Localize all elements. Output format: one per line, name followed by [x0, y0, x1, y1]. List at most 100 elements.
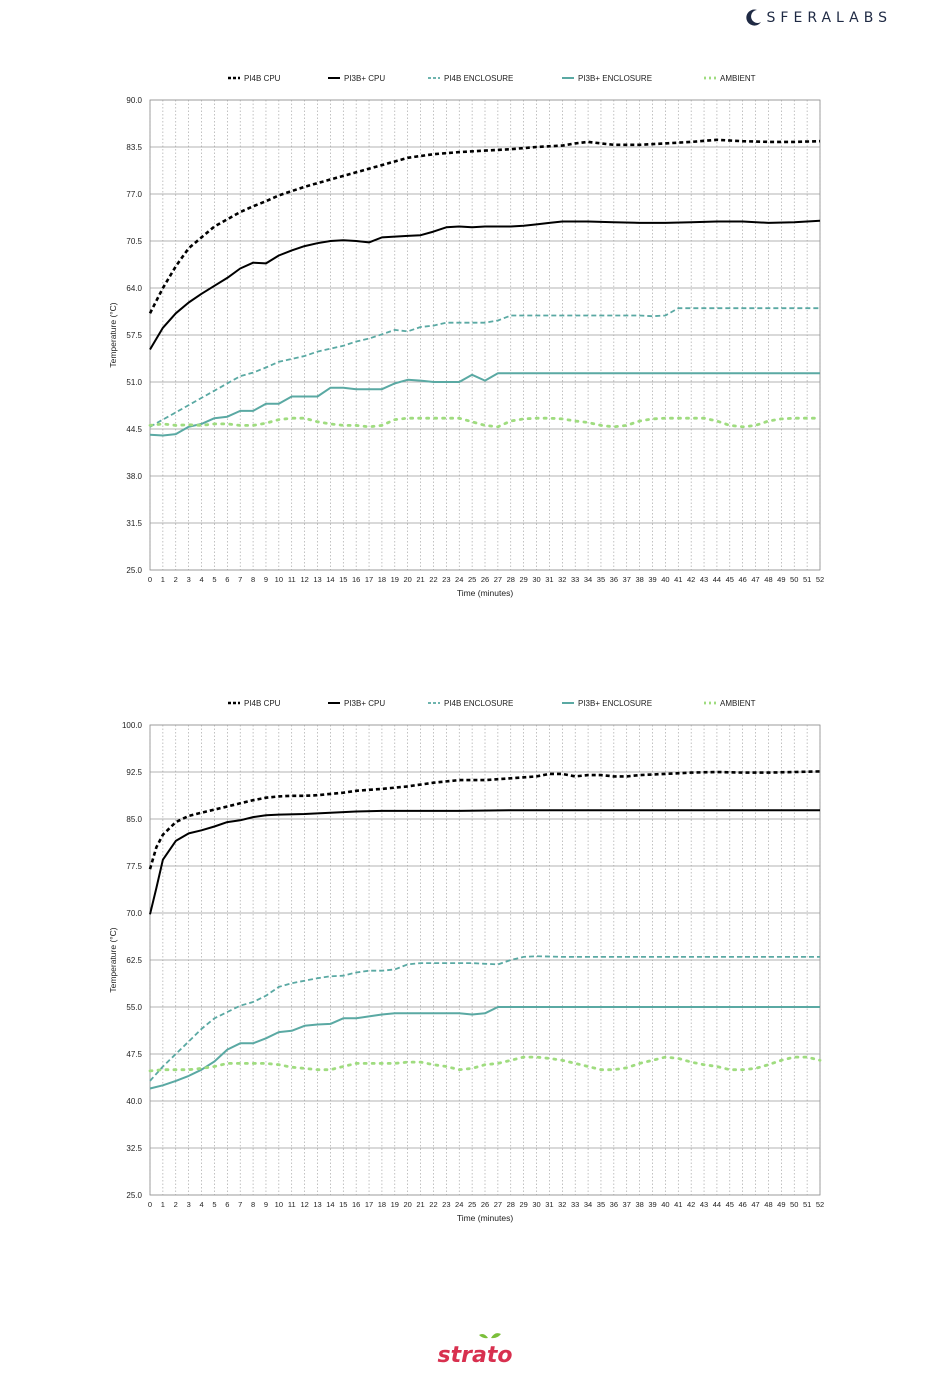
x-tick-label: 45	[726, 1200, 734, 1209]
x-tick-label: 20	[404, 575, 412, 584]
x-tick-label: 51	[803, 575, 811, 584]
x-tick-label: 29	[519, 575, 527, 584]
x-tick-label: 44	[713, 575, 721, 584]
x-tick-label: 50	[790, 1200, 798, 1209]
y-tick-label: 77.0	[126, 190, 142, 199]
x-tick-label: 50	[790, 575, 798, 584]
x-tick-label: 12	[300, 575, 308, 584]
series-line-pi3b-cpu	[149, 219, 821, 351]
x-tick-label: 17	[365, 1200, 373, 1209]
series-line-pi3b-enclosure	[149, 372, 820, 437]
legend-label: PI3B+ CPU	[344, 699, 385, 708]
x-tick-label: 32	[558, 1200, 566, 1209]
x-tick-label: 37	[623, 1200, 631, 1209]
y-tick-label: 77.5	[126, 862, 142, 871]
x-tick-label: 20	[404, 1200, 412, 1209]
x-tick-label: 32	[558, 575, 566, 584]
x-tick-label: 30	[532, 1200, 540, 1209]
x-tick-label: 16	[352, 575, 360, 584]
x-tick-label: 23	[442, 1200, 450, 1209]
x-tick-label: 27	[494, 1200, 502, 1209]
y-tick-label: 51.0	[126, 378, 142, 387]
x-tick-label: 51	[803, 1200, 811, 1209]
temperature-chart-2: 0 1 2 3 4 5 6 7 8 9 10 11 12 13 14 15 16 17 18 19 20 21 22 23 24…	[0, 685, 950, 1245]
x-tick-label: 15	[339, 1200, 347, 1209]
x-tick-label: 14	[326, 1200, 334, 1209]
y-tick-label: 62.5	[126, 956, 142, 965]
y-axis-label: Temperature (°C)	[108, 927, 118, 992]
x-tick-label: 11	[288, 1200, 296, 1209]
legend-label: PI4B CPU	[244, 74, 281, 83]
y-tick-label: 90.0	[126, 96, 142, 105]
x-tick-label: 46	[739, 1200, 747, 1209]
series-line-pi3b-enclosure	[149, 1006, 820, 1090]
y-tick-label: 55.0	[126, 1003, 142, 1012]
x-tick-label: 42	[687, 575, 695, 584]
x-tick-label: 9	[264, 575, 268, 584]
x-tick-label: 52	[816, 1200, 824, 1209]
x-tick-label: 0	[148, 575, 152, 584]
x-tick-label: 48	[764, 575, 772, 584]
y-tick-label: 32.5	[126, 1144, 142, 1153]
x-tick-label: 36	[610, 575, 618, 584]
leaf-icon	[491, 1333, 501, 1339]
x-axis-label: Time (minutes)	[457, 588, 514, 598]
x-tick-label: 41	[674, 1200, 682, 1209]
x-tick-label: 46	[739, 575, 747, 584]
legend-label: PI3B+ ENCLOSURE	[578, 74, 652, 83]
x-tick-label: 49	[777, 1200, 785, 1209]
series-line-pi4b-enclosure	[149, 955, 820, 1082]
legend-label: PI3B+ CPU	[344, 74, 385, 83]
y-tick-label: 57.5	[126, 331, 142, 340]
x-tick-label: 35	[597, 575, 605, 584]
x-tick-label: 27	[494, 575, 502, 584]
x-tick-label: 37	[623, 575, 631, 584]
series-line-pi3b-cpu	[149, 809, 820, 915]
x-tick-label: 23	[442, 575, 450, 584]
chart-svg: 0 1 2 3 4 5 6 7 8 9 10 11 12 13 14 15 16 17 18 19 20 21 22 23 24…	[108, 74, 824, 598]
x-tick-label: 19	[391, 575, 399, 584]
x-tick-label: 40	[661, 575, 669, 584]
y-tick-label: 83.5	[126, 143, 142, 152]
x-tick-label: 6	[225, 1200, 229, 1209]
x-axis-label: Time (minutes)	[457, 1213, 514, 1223]
legend-label: PI3B+ ENCLOSURE	[578, 699, 652, 708]
x-tick-label: 21	[416, 1200, 424, 1209]
x-tick-label: 2	[174, 1200, 178, 1209]
y-tick-label: 100.0	[122, 721, 143, 730]
x-tick-label: 4	[199, 1200, 203, 1209]
x-tick-label: 3	[187, 575, 191, 584]
x-tick-label: 45	[726, 575, 734, 584]
strato-logo: strato	[438, 1333, 512, 1368]
y-tick-label: 25.0	[126, 566, 142, 575]
x-tick-label: 31	[545, 575, 553, 584]
x-tick-label: 7	[238, 1200, 242, 1209]
x-tick-label: 22	[429, 575, 437, 584]
x-tick-label: 48	[764, 1200, 772, 1209]
brand-logo: SFERALABS	[743, 8, 892, 28]
x-tick-label: 21	[416, 575, 424, 584]
x-tick-label: 43	[700, 1200, 708, 1209]
y-tick-label: 70.0	[126, 909, 142, 918]
x-tick-label: 1	[161, 1200, 165, 1209]
series-line-ambient	[148, 416, 822, 429]
x-tick-label: 5	[212, 575, 216, 584]
legend-label: AMBIENT	[720, 74, 756, 83]
x-tick-label: 26	[481, 1200, 489, 1209]
x-tick-label: 41	[674, 575, 682, 584]
x-tick-label: 18	[378, 575, 386, 584]
y-tick-label: 47.5	[126, 1050, 142, 1059]
x-tick-label: 33	[571, 575, 579, 584]
y-tick-label: 38.0	[126, 472, 142, 481]
x-tick-label: 13	[313, 1200, 321, 1209]
x-tick-label: 17	[365, 575, 373, 584]
x-tick-label: 13	[313, 575, 321, 584]
x-tick-label: 38	[635, 1200, 643, 1209]
x-tick-label: 8	[251, 1200, 255, 1209]
x-tick-label: 44	[713, 1200, 721, 1209]
x-tick-label: 7	[238, 575, 242, 584]
y-tick-label: 92.5	[126, 768, 142, 777]
x-tick-label: 25	[468, 575, 476, 584]
moon-icon	[745, 9, 761, 26]
x-tick-label: 31	[545, 1200, 553, 1209]
